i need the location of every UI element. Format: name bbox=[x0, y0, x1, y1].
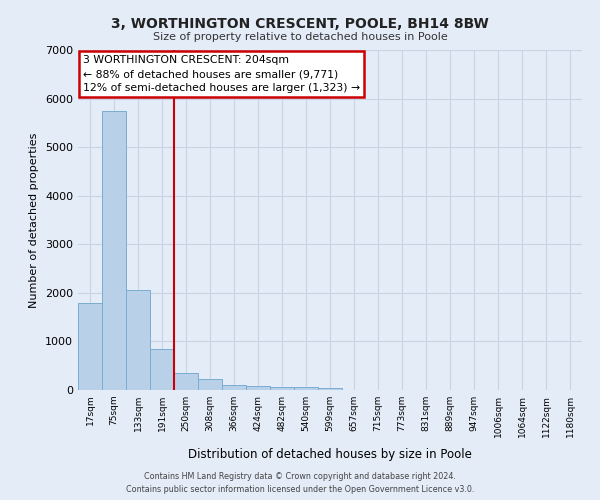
Text: 3, WORTHINGTON CRESCENT, POOLE, BH14 8BW: 3, WORTHINGTON CRESCENT, POOLE, BH14 8BW bbox=[111, 18, 489, 32]
Bar bbox=[102, 110, 126, 390]
Bar bbox=[198, 380, 222, 390]
Bar bbox=[126, 290, 150, 390]
Bar bbox=[246, 386, 270, 390]
Bar bbox=[78, 302, 102, 390]
Bar bbox=[174, 373, 198, 390]
X-axis label: Distribution of detached houses by size in Poole: Distribution of detached houses by size … bbox=[188, 448, 472, 461]
Bar bbox=[270, 387, 294, 390]
Bar bbox=[150, 349, 174, 390]
Text: Size of property relative to detached houses in Poole: Size of property relative to detached ho… bbox=[152, 32, 448, 42]
Text: Contains HM Land Registry data © Crown copyright and database right 2024.: Contains HM Land Registry data © Crown c… bbox=[144, 472, 456, 481]
Bar bbox=[318, 388, 342, 390]
Text: 3 WORTHINGTON CRESCENT: 204sqm
← 88% of detached houses are smaller (9,771)
12% : 3 WORTHINGTON CRESCENT: 204sqm ← 88% of … bbox=[83, 55, 360, 93]
Bar bbox=[294, 388, 318, 390]
Y-axis label: Number of detached properties: Number of detached properties bbox=[29, 132, 40, 308]
Bar bbox=[222, 384, 246, 390]
Text: Contains public sector information licensed under the Open Government Licence v3: Contains public sector information licen… bbox=[126, 485, 474, 494]
